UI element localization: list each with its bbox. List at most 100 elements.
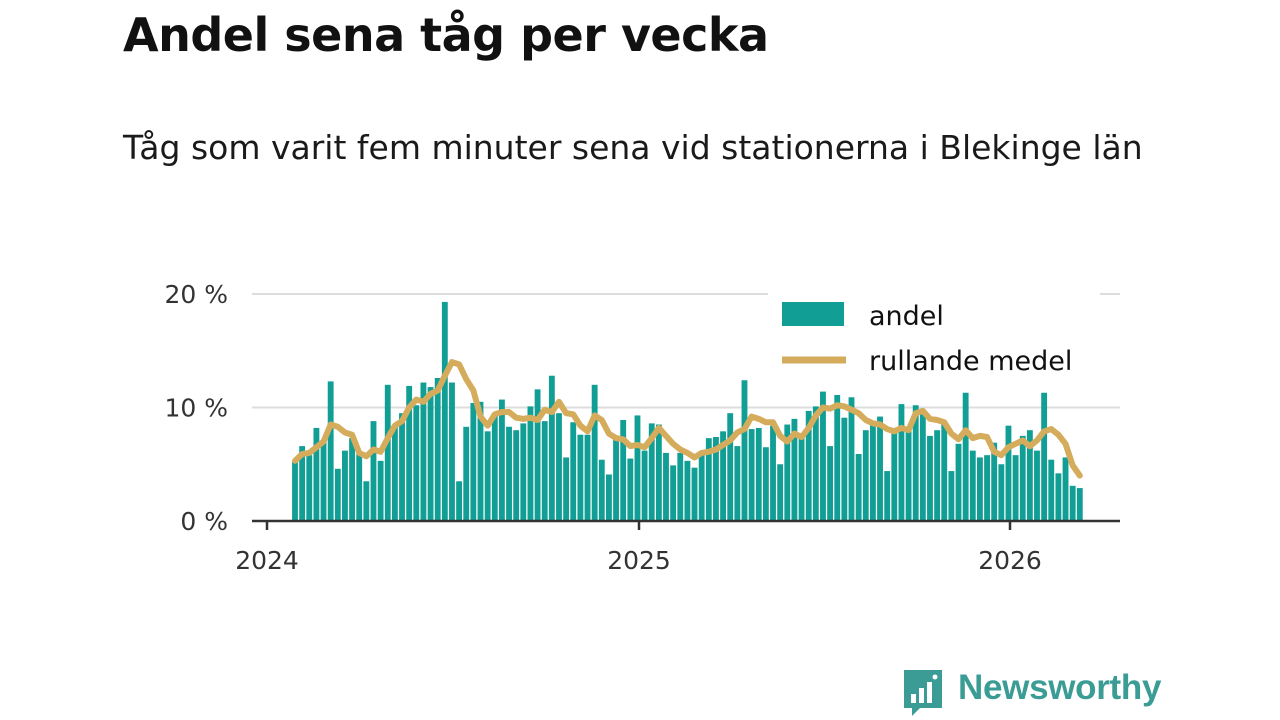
bar-andel — [984, 455, 990, 521]
bar-andel — [292, 461, 298, 521]
bar-andel — [891, 427, 898, 521]
bar-andel — [513, 430, 520, 521]
bar-andel — [684, 460, 691, 521]
legend-label-rullande-medel: rullande medel — [869, 346, 1072, 377]
bar-andel — [1062, 457, 1069, 521]
y-tick-label: 0 % — [180, 507, 228, 536]
bar-andel — [905, 430, 912, 521]
bar-andel — [584, 434, 591, 521]
bar-andel — [342, 450, 348, 521]
y-axis-tick-labels: 0 % 10 % 20 % — [164, 280, 228, 536]
x-tick-label: 2024 — [235, 546, 299, 575]
bar-andel — [755, 427, 762, 521]
bar-andel — [777, 464, 784, 521]
bar-andel — [691, 467, 698, 521]
bar-andel — [477, 401, 484, 521]
bar-andel — [377, 460, 384, 521]
bar-andel — [670, 465, 677, 521]
legend-label-andel: andel — [869, 301, 944, 332]
bar-andel — [634, 415, 641, 521]
bar-andel — [784, 424, 791, 521]
bar-andel — [427, 387, 434, 521]
bar-andel — [370, 421, 377, 521]
bar-andel — [470, 402, 477, 521]
bar-andel — [791, 418, 798, 521]
bar-andel — [648, 423, 655, 521]
bar-andel — [741, 380, 748, 521]
bar-andel — [1055, 473, 1062, 521]
bar-andel — [641, 450, 648, 521]
bar-andel — [877, 416, 883, 521]
bar-andel — [520, 423, 527, 521]
bar-andel — [591, 384, 598, 521]
bar-andel — [762, 447, 769, 521]
bar-andel — [998, 464, 1005, 521]
legend: andel rullande medel — [768, 292, 1100, 386]
bar-andel — [327, 381, 334, 521]
bar-andel — [627, 458, 634, 521]
bar-andel — [991, 442, 998, 521]
bar-andel — [1076, 488, 1083, 521]
bar-andel — [434, 377, 441, 521]
bar-andel — [898, 404, 905, 521]
bar-andel — [1041, 392, 1048, 521]
bar-andel — [441, 301, 448, 521]
bar-andel — [334, 468, 341, 521]
bar-andel — [1048, 459, 1055, 521]
bar-andel — [705, 438, 712, 521]
bar-andel — [713, 437, 719, 521]
bar-andel — [919, 409, 926, 521]
bar-andel — [406, 385, 413, 521]
bar-andel — [748, 429, 755, 521]
bar-andel — [1034, 450, 1040, 521]
bar-andel — [834, 395, 841, 521]
bar-andel — [420, 382, 427, 521]
bar-andel — [1069, 485, 1076, 521]
bar-line-chart: 0 % 10 % 20 % 2024 2025 2026 andel rullande … — [164, 280, 1120, 575]
bar-andel — [1012, 455, 1019, 521]
bar-andel — [698, 451, 705, 521]
newsworthy-logo-icon — [904, 670, 942, 716]
x-tick-label: 2026 — [978, 546, 1042, 575]
bar-andel — [299, 446, 306, 521]
bar-andel — [613, 439, 619, 521]
bar-andel — [770, 425, 776, 521]
bar-andel — [413, 405, 420, 521]
bar-andel — [1019, 435, 1026, 522]
bar-andel — [449, 382, 455, 521]
bar-andel — [548, 375, 555, 521]
bar-andel — [820, 391, 826, 521]
bar-andel — [812, 406, 819, 521]
chart-subtitle: Tåg som varit fem minuter sena vid stati… — [123, 128, 1143, 167]
bar-andel — [598, 459, 605, 521]
bar-andel — [977, 457, 983, 521]
bar-andel — [384, 384, 391, 521]
bar-andel — [941, 422, 948, 521]
y-tick-label: 20 % — [164, 280, 228, 309]
bar-andel — [320, 441, 327, 521]
bar-andel — [484, 431, 491, 521]
y-tick-label: 10 % — [164, 394, 228, 423]
bar-andel — [663, 452, 669, 521]
bar-andel — [399, 413, 405, 521]
legend-swatch-andel — [782, 302, 844, 326]
bar-andel — [556, 413, 562, 521]
bar-andel — [962, 392, 969, 521]
bar-andel — [727, 413, 734, 521]
bar-andel — [506, 426, 512, 521]
chart-title: Andel sena tåg per vecka — [123, 8, 769, 62]
bar-andel — [363, 481, 370, 521]
bar-andel — [827, 446, 834, 521]
bar-andel — [841, 417, 848, 521]
bar-andel — [798, 433, 805, 521]
x-axis: 2024 2025 2026 — [235, 519, 1120, 575]
bar-andel — [855, 454, 862, 521]
bar-andel — [541, 421, 548, 521]
x-tick-label: 2025 — [607, 546, 671, 575]
bar-andel — [912, 405, 919, 521]
bar-andel — [1026, 430, 1033, 521]
bar-andel — [884, 471, 891, 521]
bar-series-andel — [292, 301, 1083, 522]
bar-andel — [1005, 425, 1012, 521]
bar-andel — [456, 481, 463, 521]
